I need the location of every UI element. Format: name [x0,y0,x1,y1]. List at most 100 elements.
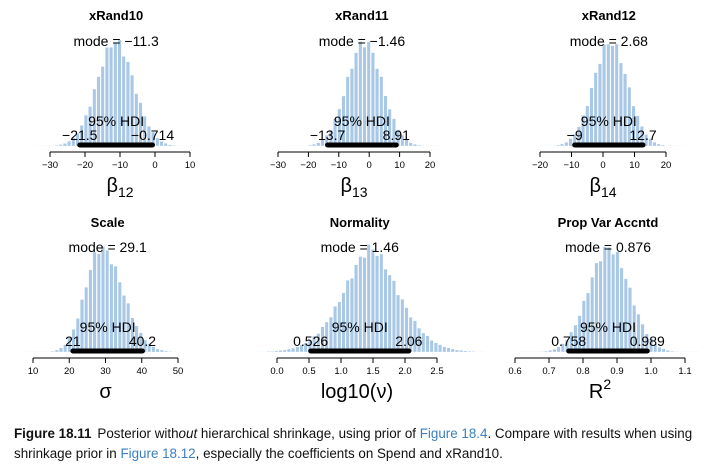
hdi-high-label: −0.714 [131,127,174,143]
histogram-bar [387,274,392,353]
histogram-bar [113,43,118,147]
histogram-bar [362,257,367,353]
hdi-low-label: −9 [567,127,583,143]
histogram-bar [345,280,350,353]
histogram-bar [560,143,564,147]
histogram-bar [602,44,606,147]
x-axis-label: log10(ν) [321,381,393,403]
histogram-bar [63,344,68,353]
x-tick-label: 1.0 [334,366,347,377]
caption-text-1: Posterior with [97,426,179,441]
x-tick-label: −30 [270,160,286,171]
histogram-bar [168,144,172,147]
caption-text-3: . Compare with results when using shrink… [14,426,693,461]
histogram-bar [59,347,63,353]
x-tick-label: −10 [112,160,128,171]
histogram-bar [623,278,628,353]
histogram-bar [366,244,371,353]
histogram-bar [653,343,658,353]
histogram-bar [429,340,434,353]
histogram-bar [354,264,358,353]
x-tick-label: −20 [532,160,548,171]
x-tick-label: 50 [173,366,184,377]
histogram-bar [450,348,455,353]
histogram-bar [113,266,118,353]
histogram-bar [274,350,279,353]
panel-title: xRand11 [335,8,388,23]
panel-4: 0.0 0.5 1.0 1.5 2.0 2.5 Normality mode = 1.46 95… [257,215,484,403]
histogram-bar [615,251,620,353]
histogram-bar [413,144,417,147]
histogram-bar [652,142,657,147]
histogram-bar [100,66,105,147]
mode-label: mode = 0.876 [565,239,651,255]
x-tick-label: 0.8 [576,366,589,377]
histogram-bar [467,351,472,353]
histogram-bar [266,351,270,353]
histogram-bar [593,72,598,147]
x-tick-label: −10 [563,160,579,171]
histogram-bar [619,62,623,147]
caption-link-figure-18-4[interactable]: Figure 18.4 [419,426,488,441]
panel-1: −30 −20 −10 0 10 20 xRand11 mode = −1.46 95% HDI… [270,8,442,200]
panel-title: xRand10 [89,8,143,23]
histogram-bar [552,348,557,353]
histogram-bar [371,249,375,353]
histogram-bar [606,43,611,147]
histogram-bar [665,350,670,353]
histogram-bar [661,348,666,353]
histogram-bar [168,351,173,353]
histogram-bar [459,350,463,353]
x-tick-label: 10 [185,160,196,171]
histogram-bar [308,144,312,147]
x-axis-label: R2 [589,376,611,403]
histogram-bar [88,269,93,353]
histogram-bar [408,142,413,147]
histogram-bar [611,254,616,353]
histogram-bar [316,142,321,147]
hdi-label: 95% HDI [80,319,136,335]
x-tick-label: 0.5 [302,366,315,377]
histogram-bar [544,350,548,353]
caption-text-4: , especially the coefficients on Spend a… [195,446,503,461]
histogram-bar [295,346,300,353]
hdi-high-label: 8.91 [383,127,410,143]
histogram-bar [670,350,674,353]
histogram-bar [656,143,661,147]
panel-0: −30 −20 −10 0 10 xRand10 mode = −11.3 95% HDI−2… [33,8,197,200]
panel-title: xRand12 [582,8,636,23]
histogram-bar [54,145,59,147]
caption-text-2: hierarchical shrinkage, using prior of [197,426,420,441]
mode-label: mode = −11.3 [73,33,159,49]
histogram-bar [556,346,561,353]
histogram-bar [54,349,59,353]
histogram-bar [375,68,379,147]
histogram-bar [446,347,451,353]
histogram-bar [539,351,544,353]
histogram-bar [590,277,595,353]
x-tick-label: 1.5 [366,366,379,377]
x-tick-label: 20 [425,160,436,171]
histogram-bar [159,349,164,353]
mode-label: mode = 29.1 [69,239,147,255]
hdi-high-label: 40.2 [129,333,156,349]
histogram-bar [602,246,607,353]
histogram-bar [50,351,55,353]
histogram-bar [366,41,371,147]
histogram-bar [560,343,565,353]
histogram-bar [657,346,662,353]
histogram-bar [358,41,363,147]
x-tick-label: −10 [331,160,347,171]
histogram-bar [383,268,388,353]
histogram-bar [291,347,295,353]
histogram-bar [594,262,599,353]
histogram-bar [299,344,304,353]
histogram-bar [287,348,291,353]
caption-link-figure-18-12[interactable]: Figure 18.12 [120,446,196,461]
histogram-bar [661,144,665,147]
histogram-bar [379,253,384,353]
hdi-low-label: −13.7 [310,127,346,143]
histogram-bar [126,61,130,147]
histogram-bar [607,247,611,353]
x-tick-label: 10 [394,160,405,171]
